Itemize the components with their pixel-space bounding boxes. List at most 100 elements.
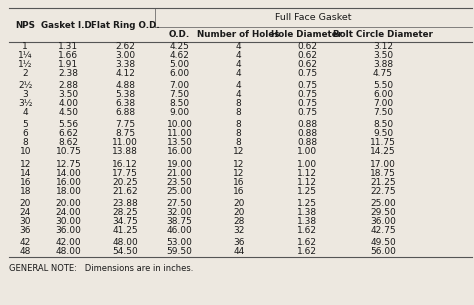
Text: 8.75: 8.75	[115, 129, 135, 138]
Text: 14.00: 14.00	[55, 168, 82, 178]
Text: Flat Ring O.D.: Flat Ring O.D.	[91, 20, 160, 30]
Text: 36.00: 36.00	[370, 217, 396, 226]
Text: 4.12: 4.12	[115, 69, 135, 78]
Text: 41.25: 41.25	[112, 225, 138, 235]
Text: O.D.: O.D.	[169, 30, 190, 39]
Text: 1.25: 1.25	[297, 199, 317, 208]
Text: 4: 4	[236, 81, 242, 91]
Text: 4.00: 4.00	[58, 99, 79, 109]
Text: 1.38: 1.38	[297, 217, 317, 226]
Text: 32.00: 32.00	[167, 207, 192, 217]
Text: 6.00: 6.00	[170, 69, 190, 78]
Text: 53.00: 53.00	[167, 238, 192, 247]
Text: Gasket I.D.: Gasket I.D.	[41, 20, 96, 30]
Text: 4: 4	[22, 108, 28, 117]
Text: 19.00: 19.00	[167, 160, 192, 169]
Text: 3½: 3½	[18, 99, 32, 109]
Text: 0.88: 0.88	[297, 120, 317, 130]
Text: 8: 8	[236, 129, 242, 138]
Text: 20.00: 20.00	[55, 199, 82, 208]
Text: 42: 42	[19, 238, 31, 247]
Text: 4.88: 4.88	[115, 81, 135, 91]
Text: 12: 12	[233, 160, 245, 169]
Text: 8: 8	[236, 120, 242, 130]
Text: 1.25: 1.25	[297, 186, 317, 196]
Text: 1¼: 1¼	[18, 51, 32, 60]
Text: 24.00: 24.00	[55, 207, 82, 217]
Text: GENERAL NOTE:   Dimensions are in inches.: GENERAL NOTE: Dimensions are in inches.	[9, 264, 193, 273]
Text: 23.88: 23.88	[112, 199, 138, 208]
Text: 8.50: 8.50	[373, 120, 393, 130]
Text: 0.75: 0.75	[297, 90, 317, 99]
Text: 49.50: 49.50	[370, 238, 396, 247]
Text: 5.00: 5.00	[170, 60, 190, 70]
Text: 9.00: 9.00	[170, 108, 190, 117]
Text: 2.38: 2.38	[58, 69, 79, 78]
Text: 1.38: 1.38	[297, 207, 317, 217]
Text: Number of Holes: Number of Holes	[198, 30, 280, 39]
Text: 30: 30	[19, 217, 31, 226]
Text: 7.00: 7.00	[373, 99, 393, 109]
Text: 36: 36	[19, 225, 31, 235]
Text: 16: 16	[19, 178, 31, 187]
Text: 16: 16	[233, 186, 245, 196]
Text: 2.88: 2.88	[58, 81, 79, 91]
Text: 25.00: 25.00	[167, 186, 192, 196]
Text: 0.62: 0.62	[297, 60, 317, 70]
Text: 18.00: 18.00	[55, 186, 82, 196]
Text: 28.25: 28.25	[112, 207, 138, 217]
Text: 17.75: 17.75	[112, 168, 138, 178]
Text: 3.00: 3.00	[115, 51, 135, 60]
Text: 11.75: 11.75	[370, 138, 396, 148]
Text: 9.50: 9.50	[373, 129, 393, 138]
Text: 21.62: 21.62	[112, 186, 138, 196]
Text: 6.88: 6.88	[115, 108, 135, 117]
Text: 32: 32	[233, 225, 245, 235]
Text: 1: 1	[22, 42, 28, 52]
Text: 4: 4	[236, 42, 242, 52]
Text: 21.25: 21.25	[370, 178, 396, 187]
Text: 12: 12	[233, 147, 245, 156]
Text: 2: 2	[22, 69, 28, 78]
Text: 24: 24	[19, 207, 31, 217]
Text: 0.88: 0.88	[297, 129, 317, 138]
Text: 18: 18	[19, 186, 31, 196]
Text: 8: 8	[22, 138, 28, 148]
Text: 11.00: 11.00	[112, 138, 138, 148]
Text: 44: 44	[233, 246, 244, 256]
Text: 29.50: 29.50	[370, 207, 396, 217]
Text: 0.62: 0.62	[297, 42, 317, 52]
Text: 11.00: 11.00	[167, 129, 192, 138]
Text: 4: 4	[236, 60, 242, 70]
Text: 0.75: 0.75	[297, 108, 317, 117]
Text: 14: 14	[19, 168, 31, 178]
Text: 4.75: 4.75	[373, 69, 393, 78]
Text: 12: 12	[233, 168, 245, 178]
Text: 27.50: 27.50	[167, 199, 192, 208]
Text: Hole Diameter: Hole Diameter	[272, 30, 343, 39]
Text: 3.88: 3.88	[373, 60, 393, 70]
Text: 2½: 2½	[18, 81, 32, 91]
Text: 28: 28	[233, 217, 245, 226]
Text: 4.62: 4.62	[170, 51, 190, 60]
Text: 23.50: 23.50	[167, 178, 192, 187]
Text: 48.00: 48.00	[112, 238, 138, 247]
Text: 5.56: 5.56	[58, 120, 79, 130]
Text: 12: 12	[19, 160, 31, 169]
Text: 1.62: 1.62	[297, 225, 317, 235]
Text: 6: 6	[22, 129, 28, 138]
Text: 14.25: 14.25	[370, 147, 396, 156]
Text: 22.75: 22.75	[370, 186, 396, 196]
Text: Full Face Gasket: Full Face Gasket	[275, 13, 352, 22]
Text: 3.50: 3.50	[58, 90, 79, 99]
Text: 42.75: 42.75	[370, 225, 396, 235]
Text: 1.91: 1.91	[58, 60, 79, 70]
Text: 1.62: 1.62	[297, 246, 317, 256]
Text: 0.75: 0.75	[297, 81, 317, 91]
Text: 3.38: 3.38	[115, 60, 135, 70]
Text: 36.00: 36.00	[55, 225, 82, 235]
Text: 1.12: 1.12	[297, 178, 317, 187]
Text: 25.00: 25.00	[370, 199, 396, 208]
Text: 2.62: 2.62	[115, 42, 135, 52]
Text: 0.75: 0.75	[297, 99, 317, 109]
